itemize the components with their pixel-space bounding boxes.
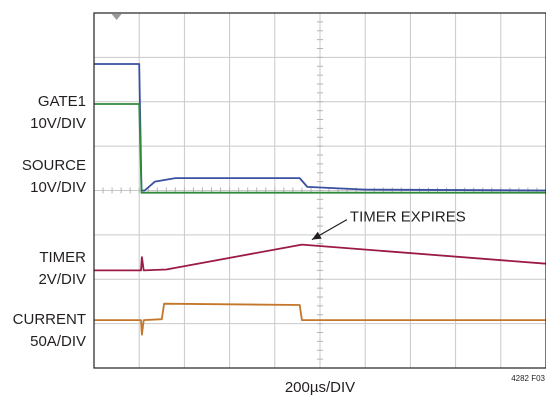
channel-label-current: CURRENT xyxy=(13,311,86,328)
trace-timer xyxy=(94,243,546,272)
channel-scale-source: 10V/DIV xyxy=(30,179,86,196)
channel-scale-current: 50A/DIV xyxy=(30,333,86,350)
x-axis-label: 200µs/DIV xyxy=(285,379,355,396)
channel-scale-timer: 2V/DIV xyxy=(38,271,86,288)
channel-label-source: SOURCE xyxy=(22,157,86,174)
channel-scale-gate1: 10V/DIV xyxy=(30,115,86,132)
annotation-text: TIMER EXPIRES xyxy=(350,209,466,226)
channel-label-timer: TIMER xyxy=(39,249,86,266)
trace-current xyxy=(94,302,546,336)
annotation-arrow-head xyxy=(311,231,322,240)
trigger-marker xyxy=(111,14,122,20)
timer-expires-annotation: TIMER EXPIRES xyxy=(311,209,466,241)
trace-source xyxy=(94,103,546,194)
figure-id: 4282 F03 xyxy=(511,374,545,383)
channel-label-gate1: GATE1 xyxy=(38,93,86,110)
traces xyxy=(94,63,546,336)
plot-frame xyxy=(93,12,546,369)
